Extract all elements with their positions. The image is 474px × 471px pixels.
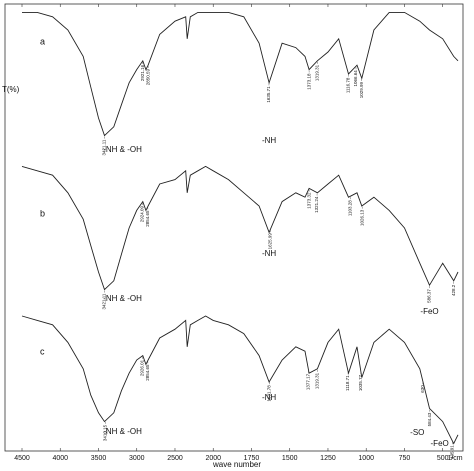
y-axis-label: T(%) [2,85,20,94]
peak-label: 1373.18 [306,73,311,90]
group-label: -NH [262,249,276,258]
plot-frame [4,3,464,452]
x-axis-label: wave number [212,460,261,469]
peak-label: 1026.13 [359,209,364,226]
spectrum-line [22,11,459,137]
group-label: -NH [262,136,276,145]
peak-label: 2924.09 [140,205,145,222]
peak-label: 1118.71 [345,375,350,391]
x-tick-label: 1250 [320,455,336,462]
peak-label: 1635.71 [266,86,271,103]
peak-label: 1321.24 [314,196,319,213]
peak-label: 1319.31 [315,372,320,389]
peak-label: 586.37 [427,289,432,303]
peak-label: 2926.01 [140,359,145,376]
peak-label: 1319.31 [315,64,320,81]
peak-label: 2854.65 [145,210,150,227]
peak-label: 2921.16 [140,64,145,81]
x-tick-label: 4500 [14,455,30,462]
peak-label: 3410.15 [103,424,108,441]
group-label: -FeO [431,439,449,448]
peak-label: 1116.78 [346,77,351,93]
peak-label: 1377.17 [306,373,311,390]
peak-label: 1373.32 [306,192,311,209]
spectrum-line [21,315,459,445]
peak-label: 630 [420,385,425,393]
peak-label: 1625.99 [268,233,273,250]
peak-label: 1631.78 [267,385,272,402]
x-tick-label: 1750 [244,455,260,462]
peak-label: 3421.11 [102,139,107,155]
peak-label: 428.2 [451,284,456,296]
x-tick-label: 1000 [358,455,374,462]
group-label: -NH [262,393,276,402]
x-tick-label: 1500 [282,455,298,462]
series-label: c [40,346,45,356]
peak-label: 584.43 [427,412,432,426]
group-label: -FeO [420,307,438,316]
peak-label: 435.91 [450,445,455,459]
group-label: -NH & -OH [103,145,142,154]
spectrum-line [21,165,459,291]
group-label: -NH & -OH [103,294,142,303]
peak-label: 2854.65 [145,364,150,381]
peak-label: 1035.77 [358,374,363,391]
peak-label: 1103.28 [348,200,353,216]
group-label: -SO [410,428,424,437]
peak-label: 1029.99 [359,81,364,98]
series-label: b [40,208,45,218]
x-tick-label: 3500 [91,455,107,462]
group-label: -NH & -OH [103,427,142,436]
x-tick-label: 3000 [129,455,145,462]
x-tick-label: 500 [437,455,449,462]
x-tick-label: 4000 [52,455,68,462]
peak-label: 3421.11 [102,293,107,309]
series-label: a [40,36,45,46]
x-tick-label: 750 [399,455,411,462]
x-tick-label: 2500 [167,455,183,462]
x-axis-unit: 1/cm [447,455,462,462]
x-tick-label: 2000 [205,455,221,462]
peak-label: 2850.59 [145,68,150,85]
peak-label: 1066.64 [353,70,358,87]
